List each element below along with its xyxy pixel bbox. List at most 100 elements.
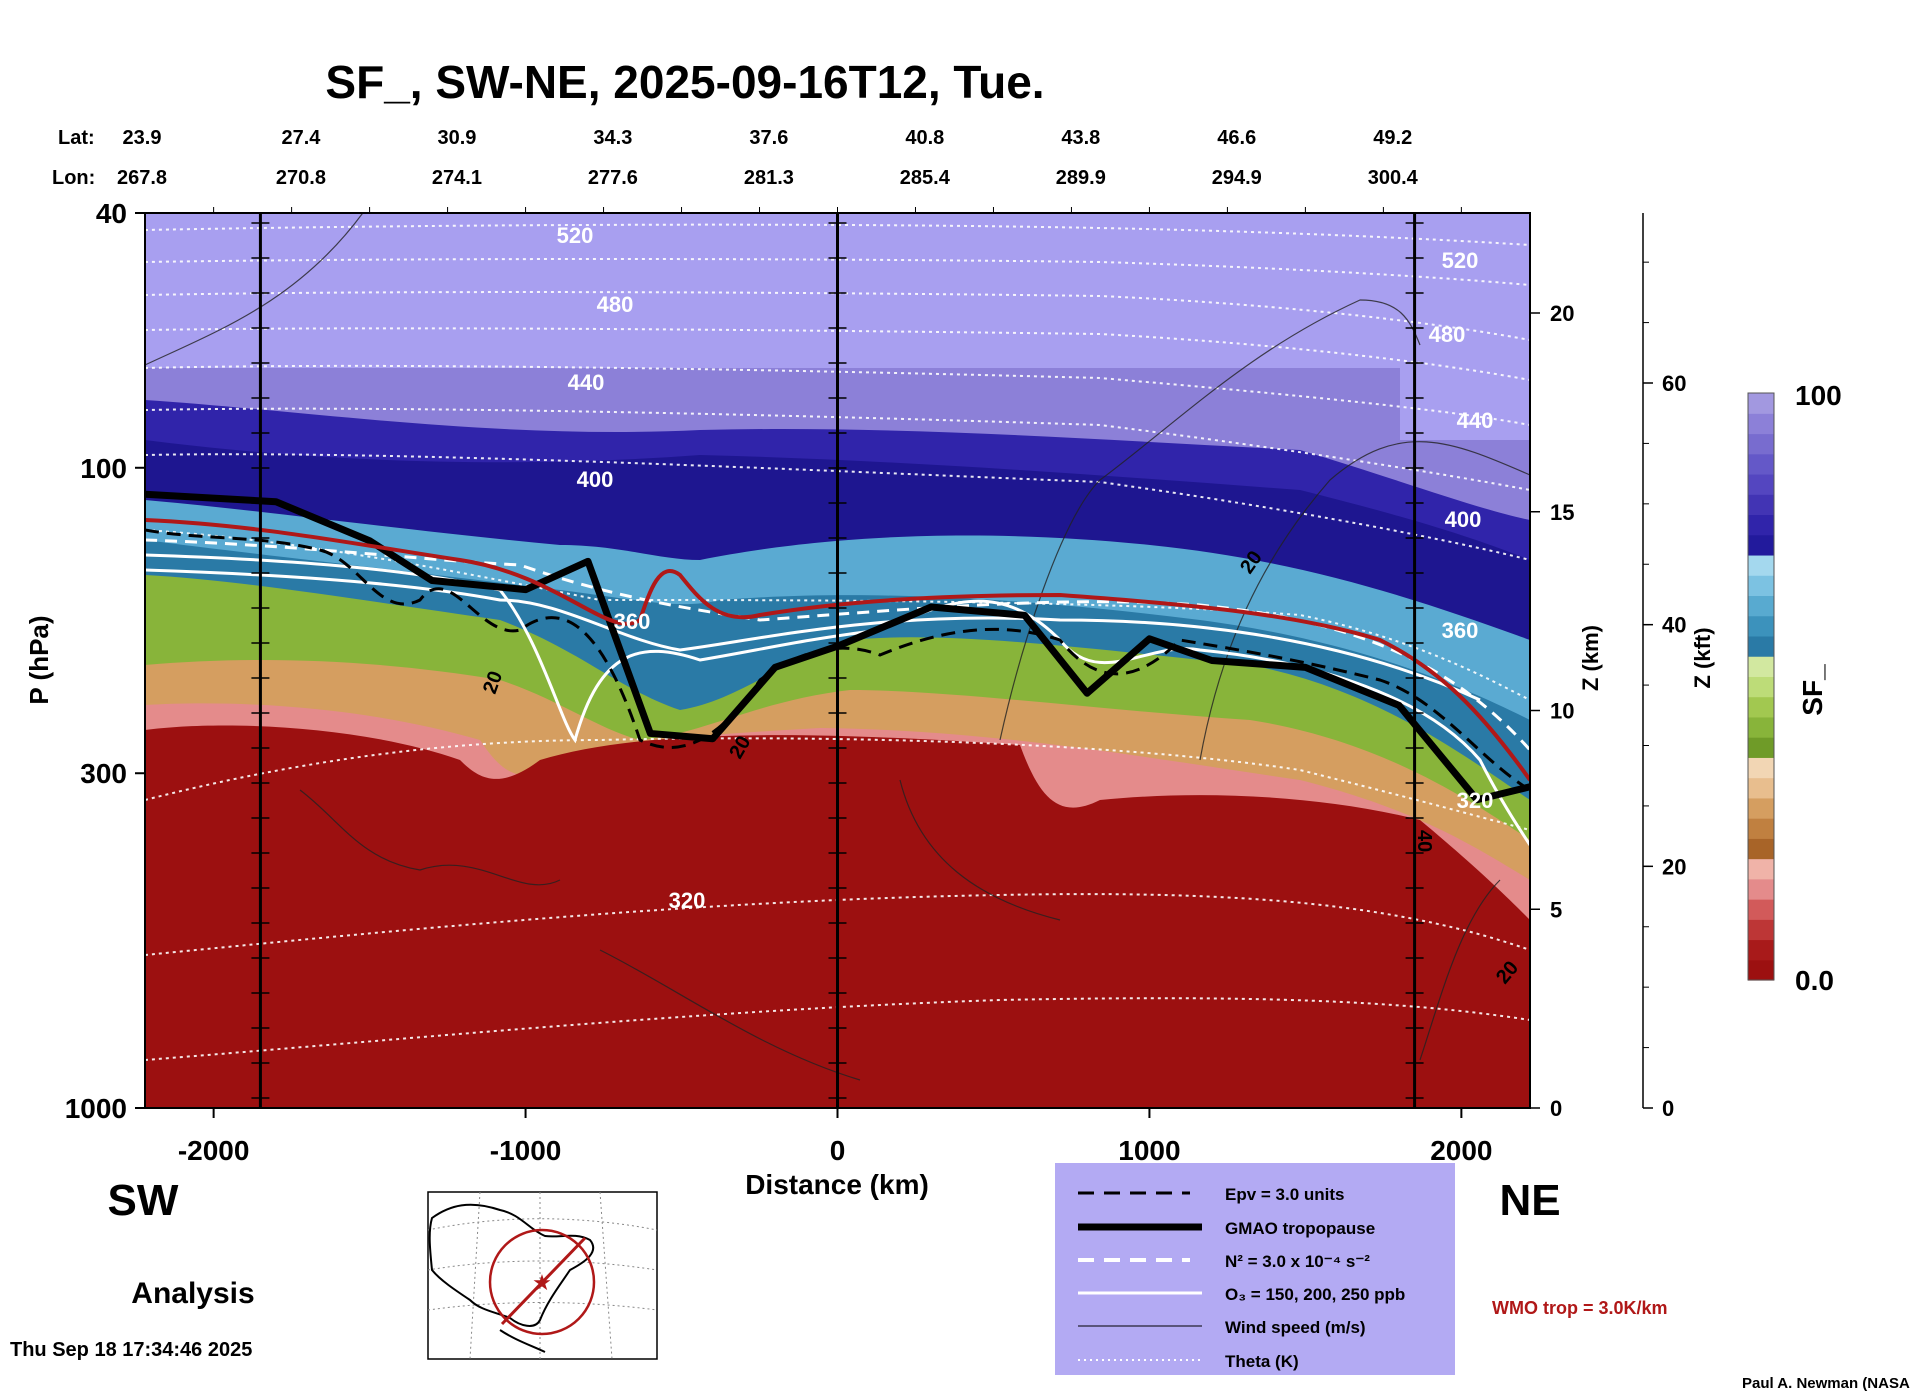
legend-epv: Epv = 3.0 units bbox=[1225, 1185, 1345, 1204]
theta-label-440: 440 bbox=[568, 370, 605, 395]
lat-value: 43.8 bbox=[1061, 127, 1100, 149]
z-kft-axis-label: Z (kft) bbox=[1690, 627, 1715, 688]
colorbar-cell bbox=[1748, 777, 1774, 799]
colorbar-cell bbox=[1748, 737, 1774, 758]
legend-wind: Wind speed (m/s) bbox=[1225, 1318, 1366, 1337]
colorbar-cell bbox=[1748, 797, 1774, 819]
colorbar-cell bbox=[1748, 595, 1774, 617]
lon-label: Lon: bbox=[52, 167, 95, 189]
legend-gmao: GMAO tropopause bbox=[1225, 1219, 1375, 1238]
colorbar-cell bbox=[1748, 413, 1774, 435]
colorbar-cell bbox=[1748, 453, 1774, 475]
lat-value: 27.4 bbox=[281, 127, 321, 149]
colorbar-cell bbox=[1748, 858, 1774, 880]
theta-label-440-right: 440 bbox=[1457, 408, 1494, 433]
distance-tick-label: -2000 bbox=[178, 1135, 250, 1166]
theta-label-400-right: 400 bbox=[1445, 507, 1482, 532]
colorbar-min: 0.0 bbox=[1795, 965, 1834, 996]
distance-axis: -2000 -1000 0 1000 2000 Distance (km) bbox=[178, 207, 1493, 1200]
wmo-tropopause-line bbox=[145, 518, 1530, 782]
colorbar-cell bbox=[1748, 696, 1774, 718]
chart-title: SF_, SW-NE, 2025-09-16T12, Tue. bbox=[325, 56, 1044, 108]
colorbar-cell bbox=[1748, 393, 1774, 414]
distance-tick-label: 1000 bbox=[1118, 1135, 1180, 1166]
legend-theta: Theta (K) bbox=[1225, 1352, 1299, 1371]
distance-axis-label: Distance (km) bbox=[745, 1169, 929, 1200]
colorbar-cell bbox=[1748, 899, 1774, 920]
ne-label: NE bbox=[1499, 1176, 1560, 1225]
theta-label-320: 320 bbox=[669, 888, 706, 913]
z-kft-tick-label: 40 bbox=[1662, 613, 1686, 638]
pressure-tick-label: 300 bbox=[80, 758, 127, 789]
wind-speed-contours bbox=[145, 213, 1530, 1081]
z-km-axis: 0 5 10 15 20 Z (km) bbox=[1530, 301, 1603, 1121]
lon-value: 270.8 bbox=[276, 167, 326, 189]
pressure-tick-label: 40 bbox=[96, 198, 127, 229]
distance-tick-label: 2000 bbox=[1430, 1135, 1492, 1166]
n2-contour bbox=[145, 538, 1530, 751]
z-km-tick-label: 0 bbox=[1550, 1096, 1562, 1121]
lat-value: 34.3 bbox=[593, 127, 632, 149]
colorbar-cell bbox=[1748, 656, 1774, 677]
plot-area bbox=[145, 213, 1530, 1108]
theta-label-360-right: 360 bbox=[1442, 618, 1479, 643]
lat-value: 46.6 bbox=[1217, 127, 1256, 149]
colorbar-cell bbox=[1748, 575, 1774, 597]
legend: Epv = 3.0 units GMAO tropopause N² = 3.0… bbox=[1055, 1163, 1455, 1375]
colorbar-cell bbox=[1748, 757, 1774, 779]
colorbar-cell bbox=[1748, 433, 1774, 455]
pressure-axis-label: P (hPa) bbox=[24, 615, 54, 704]
legend-box bbox=[1055, 1163, 1455, 1375]
lat-value: 49.2 bbox=[1373, 127, 1412, 149]
lat-label: Lat: bbox=[58, 127, 95, 149]
theta-contours bbox=[145, 223, 1530, 1061]
inset-map: ★ bbox=[427, 1191, 658, 1360]
legend-o3: O₃ = 150, 200, 250 ppb bbox=[1225, 1285, 1405, 1304]
colorbar-cell bbox=[1748, 514, 1774, 536]
colorbar-cell bbox=[1748, 878, 1774, 900]
theta-label-320-right: 320 bbox=[1457, 788, 1494, 813]
analysis-label: Analysis bbox=[131, 1277, 254, 1310]
lon-value: 267.8 bbox=[117, 167, 167, 189]
colorbar-cell bbox=[1748, 939, 1774, 961]
section-line bbox=[500, 1236, 587, 1326]
theta-labels: 520 520 480 480 440 440 400 400 360 360 … bbox=[557, 223, 1494, 913]
pressure-tick-label: 1000 bbox=[65, 1093, 127, 1124]
wind-label: 40 bbox=[1413, 830, 1435, 852]
z-kft-axis: 0 20 40 60 Z (kft) bbox=[1642, 213, 1715, 1121]
theta-label-360: 360 bbox=[614, 609, 651, 634]
theta-label-480: 480 bbox=[597, 292, 634, 317]
z-km-tick-label: 15 bbox=[1550, 500, 1574, 525]
colorbar: 100 0.0 SF_ bbox=[1747, 380, 1842, 996]
sw-label: SW bbox=[108, 1176, 179, 1225]
lat-value: 37.6 bbox=[749, 127, 788, 149]
theta-label-520-right: 520 bbox=[1442, 248, 1479, 273]
colorbar-cell bbox=[1748, 919, 1774, 941]
wmo-label: WMO trop = 3.0K/km bbox=[1492, 1298, 1668, 1318]
colorbar-cell bbox=[1748, 818, 1774, 839]
z-kft-tick-label: 20 bbox=[1662, 854, 1686, 879]
lat-value: 23.9 bbox=[123, 127, 162, 149]
z-kft-tick-label: 60 bbox=[1662, 371, 1686, 396]
lon-value: 300.4 bbox=[1368, 167, 1419, 189]
legend-n2: N² = 3.0 x 10⁻⁴ s⁻² bbox=[1225, 1252, 1370, 1271]
lon-value: 289.9 bbox=[1056, 167, 1106, 189]
colorbar-cell bbox=[1748, 554, 1774, 576]
theta-label-400: 400 bbox=[577, 467, 614, 492]
colorbar-cell bbox=[1748, 473, 1774, 495]
z-kft-tick-label: 0 bbox=[1662, 1096, 1674, 1121]
pressure-axis: 40 100 300 1000 P (hPa) bbox=[24, 198, 145, 1124]
theta-label-520: 520 bbox=[557, 223, 594, 248]
map-center-star: ★ bbox=[532, 1270, 552, 1295]
map-range-circle bbox=[488, 1228, 596, 1336]
distance-tick-label: 0 bbox=[830, 1135, 846, 1166]
colorbar-cell bbox=[1748, 838, 1774, 860]
colorbar-cell bbox=[1748, 716, 1774, 738]
z-km-tick-label: 5 bbox=[1550, 897, 1562, 922]
north-america-outline bbox=[428, 1203, 595, 1327]
lat-value: 30.9 bbox=[437, 127, 476, 149]
colorbar-cell bbox=[1748, 676, 1774, 698]
credit: Paul A. Newman (NASA bbox=[1742, 1375, 1910, 1392]
lon-value: 294.9 bbox=[1212, 167, 1262, 189]
